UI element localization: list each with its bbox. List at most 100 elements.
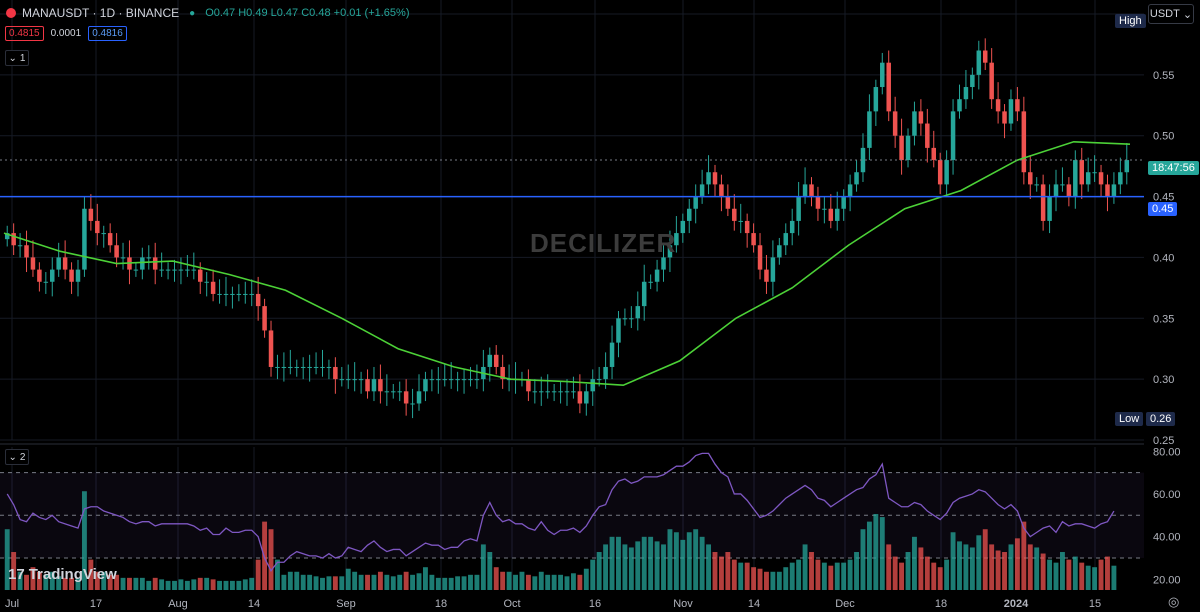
candle-body — [976, 50, 982, 75]
volume-bar — [609, 536, 615, 590]
volume-bar — [854, 552, 859, 590]
candle-body — [764, 269, 769, 282]
candle-body — [152, 257, 158, 270]
volume-bar — [725, 552, 731, 590]
volume-bars — [4, 491, 1117, 590]
volume-bar — [976, 535, 982, 590]
volume-bar — [558, 574, 564, 590]
candle-body — [17, 245, 23, 247]
candle-body — [217, 293, 222, 295]
volume-bar — [500, 571, 506, 590]
candle-body — [995, 99, 1001, 112]
buy-price-button[interactable]: 0.4816 — [88, 26, 127, 41]
candle-body — [262, 306, 267, 331]
volume-bar — [802, 544, 808, 590]
symbol-title[interactable]: MANAUSDT · 1D · BINANCE — [22, 6, 180, 20]
currency-selector[interactable]: USDT ⌄ — [1148, 4, 1194, 24]
low-value-badge: 0.26 — [1146, 412, 1176, 426]
candle-body — [43, 281, 49, 283]
volume-bar — [525, 574, 531, 590]
candle-body — [950, 111, 956, 161]
candle-body — [82, 208, 87, 270]
volume-bar — [770, 571, 776, 590]
candle-body — [95, 220, 100, 234]
low-label-badge: Low — [1115, 412, 1144, 426]
volume-bar — [731, 559, 737, 590]
volume-bar — [538, 571, 544, 590]
volume-bar — [828, 565, 834, 590]
volume-bar — [879, 517, 885, 590]
price-tick-label: 0.25 — [1153, 435, 1174, 447]
volume-bar — [197, 577, 203, 590]
time-tick-label: Sep — [336, 598, 356, 610]
volume-bar — [1111, 565, 1117, 590]
volume-bar — [43, 574, 49, 590]
volume-bar — [1092, 567, 1098, 590]
candle-body — [243, 293, 248, 295]
time-axis: Jul 17 Aug 14 Sep 18 Oct 16 Nov 14 Dec 18 2024 15 — [5, 598, 1101, 610]
volume-bar — [107, 574, 113, 590]
candle-body — [899, 135, 904, 161]
volume-bar — [648, 536, 654, 590]
moving-average-layer — [3, 140, 1131, 387]
ohlc-readout: O0.47 H0.49 L0.47 C0.48 +0.01 (+1.65%) — [205, 7, 409, 19]
volume-bar — [403, 571, 409, 590]
candle-body — [11, 233, 16, 246]
volume-bar — [339, 576, 345, 590]
volume-bar — [1034, 547, 1040, 590]
volume-bar — [365, 574, 370, 590]
candle-body — [751, 233, 756, 246]
volume-bar — [435, 577, 441, 590]
volume-bar — [172, 580, 177, 590]
volume-bar — [217, 580, 222, 590]
volume-bar — [358, 574, 364, 590]
volume-bar — [1072, 556, 1078, 590]
volume-bar — [281, 574, 287, 590]
volume-bar — [1040, 553, 1046, 590]
volume-bar — [410, 574, 416, 590]
candle-body — [500, 366, 505, 380]
oscillator-pane-toggle[interactable]: ⌄ 2 — [5, 449, 29, 465]
volume-bar — [590, 559, 596, 590]
volume-bar — [673, 532, 679, 590]
volume-bar — [474, 574, 480, 590]
candle-body — [661, 257, 666, 270]
volume-bar — [712, 552, 718, 590]
oscillator-tick-label: 40.00 — [1153, 532, 1181, 544]
candle-body — [1085, 172, 1091, 185]
volume-bar — [783, 567, 789, 590]
symbol-header[interactable]: MANAUSDT · 1D · BINANCE ● O0.47 H0.49 L0… — [6, 5, 410, 21]
candle-body — [686, 208, 692, 221]
settings-gear-icon[interactable]: ◎ — [1168, 594, 1180, 609]
candle-body — [178, 269, 184, 271]
candle-body — [912, 111, 917, 136]
candle-body — [165, 269, 171, 271]
volume-bar — [461, 576, 467, 590]
volume-bar — [416, 573, 422, 590]
moving-average-line — [3, 140, 1131, 387]
tradingview-logo[interactable]: 17 TradingView — [8, 566, 117, 583]
open-value: O0.47 — [205, 7, 236, 19]
candle-body — [770, 257, 776, 282]
volume-bar — [1014, 538, 1020, 590]
candle-body — [56, 257, 61, 270]
high-label-badge: High — [1115, 14, 1146, 28]
volume-bar — [931, 562, 937, 590]
main-pane-toggle[interactable]: ⌄ 1 — [5, 50, 29, 66]
volume-bar — [307, 574, 313, 590]
candle-body — [288, 366, 293, 368]
candle-body — [931, 147, 937, 161]
candle-body — [339, 379, 345, 381]
volume-bar — [236, 580, 242, 590]
time-tick-label: Nov — [673, 598, 693, 610]
price-tick-label: 0.45 — [1153, 192, 1174, 204]
volume-bar — [313, 576, 319, 590]
volume-bar — [738, 562, 744, 590]
sell-price-button[interactable]: 0.4815 — [5, 26, 44, 41]
candle-body — [468, 379, 473, 381]
candle-body — [423, 379, 428, 392]
volume-bar — [886, 544, 892, 590]
candle-body — [333, 366, 338, 380]
volume-bar — [11, 552, 17, 590]
